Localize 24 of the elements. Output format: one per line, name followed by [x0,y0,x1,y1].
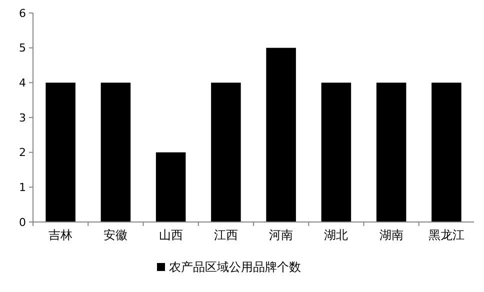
bar [432,82,462,222]
bar [100,82,131,222]
x-tick-label: 山西 [158,228,183,242]
y-tick-label: 6 [19,6,26,20]
x-tick-label: 河南 [269,228,294,242]
x-tick-label: 吉林 [48,228,73,242]
y-tick-label: 0 [19,216,26,229]
legend-label: 农产品区域公用品牌个数 [169,260,301,274]
x-tick-label: 江西 [214,228,238,242]
y-tick-label: 1 [19,181,26,194]
bar [376,82,406,222]
y-tick-label: 3 [19,111,26,124]
bar [321,82,352,222]
x-tick-label: 湖北 [324,228,348,242]
y-tick-label: 2 [19,146,26,160]
y-tick-label: 5 [19,42,26,55]
bar [156,152,186,222]
bar [266,48,296,222]
y-tick-label: 4 [19,76,26,90]
x-tick-label: 安徽 [104,228,128,242]
x-tick-label: 湖南 [379,228,404,242]
bar [211,82,241,222]
bar [46,82,76,222]
x-tick-label: 黑龙江 [428,228,464,242]
